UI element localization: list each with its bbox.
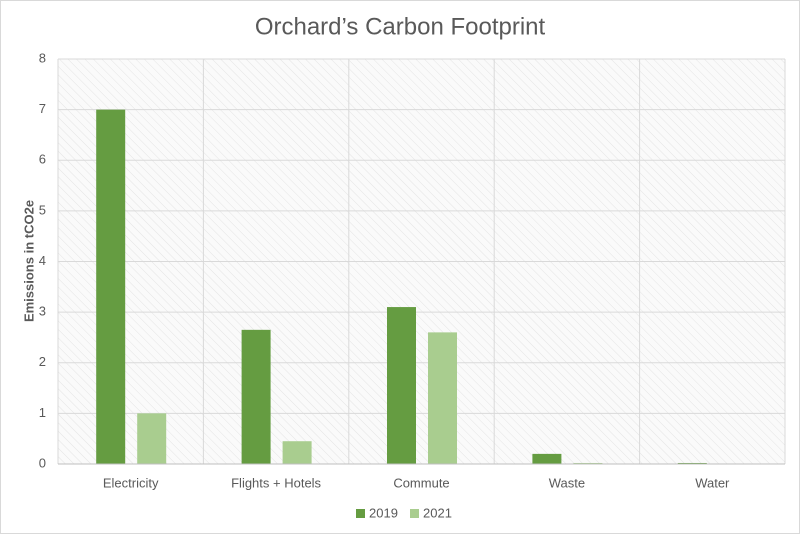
x-tick-label: Waste	[549, 475, 585, 490]
legend-label: 2021	[423, 505, 452, 520]
legend-swatch	[410, 509, 419, 518]
x-tick-label: Water	[695, 475, 730, 490]
y-tick-label: 1	[39, 405, 46, 420]
bar	[241, 329, 271, 464]
bar	[677, 462, 707, 464]
bar	[428, 332, 457, 464]
x-tick-label: Commute	[393, 475, 449, 490]
y-tick-label: 7	[39, 101, 46, 116]
y-tick-label: 2	[39, 354, 46, 369]
y-tick-label: 8	[39, 50, 46, 65]
bar	[137, 413, 167, 464]
chart-title: Orchard’s Carbon Footprint	[255, 13, 546, 40]
y-axis-label: Emissions in tCO2e	[21, 200, 36, 322]
y-tick-label: 4	[39, 253, 46, 268]
legend-swatch	[356, 509, 365, 518]
bar	[387, 307, 416, 464]
legend-label: 2019	[369, 505, 398, 520]
bar	[96, 109, 126, 464]
bar	[573, 462, 603, 464]
y-tick-label: 3	[39, 304, 46, 319]
y-tick-label: 5	[39, 202, 46, 217]
bar	[282, 441, 312, 464]
x-tick-label: Flights + Hotels	[231, 475, 321, 490]
x-tick-label: Electricity	[103, 475, 159, 490]
y-tick-label: 0	[39, 455, 46, 470]
bar	[532, 453, 562, 464]
y-tick-label: 6	[39, 152, 46, 167]
